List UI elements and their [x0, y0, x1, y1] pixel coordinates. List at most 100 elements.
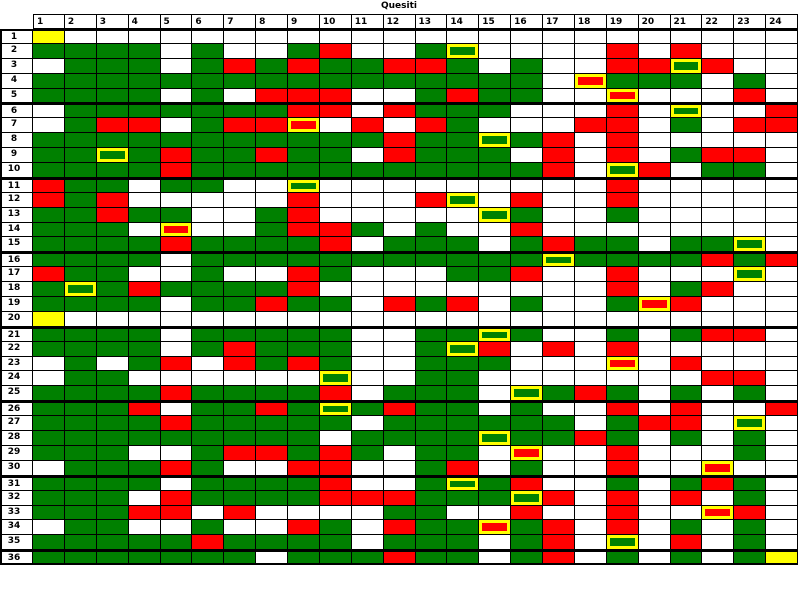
result-cell — [766, 520, 798, 536]
result-cell — [543, 282, 575, 298]
result-cell — [192, 550, 225, 566]
result-cell — [319, 341, 352, 357]
result-cell — [543, 267, 575, 283]
result-cell — [192, 163, 225, 178]
result-cell — [543, 550, 575, 566]
result-cell — [192, 133, 225, 149]
result-cell — [543, 386, 575, 402]
result-cell — [128, 73, 161, 89]
result-cell — [64, 267, 97, 283]
result-cell — [479, 371, 512, 387]
result-cell — [96, 371, 129, 387]
result-cell — [351, 475, 384, 491]
result-cell — [702, 73, 735, 89]
result-cell — [319, 460, 352, 476]
result-cell — [766, 460, 798, 476]
result-cell — [288, 192, 320, 208]
result-cell — [670, 445, 703, 461]
result-cell — [288, 520, 320, 536]
result-cell — [543, 326, 575, 342]
result-cell — [351, 163, 384, 178]
result-cell — [415, 535, 448, 551]
result-cell — [33, 386, 65, 402]
result-cell — [64, 386, 97, 402]
result-cell — [192, 192, 225, 208]
row-header: 27 — [0, 416, 33, 432]
result-cell — [64, 88, 97, 104]
result-cell — [606, 401, 639, 417]
result-cell — [702, 490, 735, 506]
result-cell — [160, 177, 193, 193]
result-cell — [606, 326, 639, 342]
result-cell — [479, 520, 512, 536]
result-cell — [256, 386, 288, 402]
result-cell — [543, 163, 575, 178]
result-cell — [319, 148, 352, 164]
row-header: 14 — [0, 222, 33, 238]
result-cell — [160, 401, 193, 417]
result-cell — [734, 505, 767, 521]
row-header: 4 — [0, 73, 33, 89]
result-cell — [606, 163, 639, 178]
result-cell — [383, 460, 416, 476]
result-cell — [670, 252, 703, 268]
result-cell — [766, 401, 798, 417]
result-cell — [606, 222, 639, 238]
result-cell — [574, 505, 607, 521]
result-cell — [224, 133, 257, 149]
result-cell — [638, 163, 671, 178]
result-cell — [192, 118, 225, 134]
result-cell — [766, 431, 798, 446]
result-cell — [574, 490, 607, 506]
result-cell — [670, 475, 703, 491]
result-cell — [638, 148, 671, 164]
result-cell — [351, 386, 384, 402]
result-cell — [415, 43, 448, 59]
result-cell — [128, 475, 161, 491]
result-cell — [351, 356, 384, 372]
result-cell — [734, 341, 767, 357]
row-header: 28 — [0, 431, 33, 446]
result-cell — [415, 29, 448, 44]
result-cell — [447, 133, 480, 149]
result-cell — [64, 58, 97, 74]
result-cell — [543, 222, 575, 238]
result-cell — [351, 103, 384, 119]
result-cell — [670, 505, 703, 521]
result-cell — [734, 237, 767, 253]
result-cell — [288, 73, 320, 89]
result-cell — [606, 505, 639, 521]
row-header: 36 — [0, 550, 33, 566]
result-cell — [128, 133, 161, 149]
result-cell — [574, 118, 607, 134]
result-cell — [128, 550, 161, 566]
result-cell — [479, 222, 512, 238]
result-cell — [128, 88, 161, 104]
result-cell — [256, 475, 288, 491]
result-cell — [256, 252, 288, 268]
result-cell — [128, 356, 161, 372]
result-cell — [96, 326, 129, 342]
result-cell — [64, 341, 97, 357]
result-cell — [638, 505, 671, 521]
result-cell — [128, 118, 161, 134]
result-cell — [288, 237, 320, 253]
result-cell — [543, 505, 575, 521]
result-cell — [96, 460, 129, 476]
result-cell — [447, 29, 480, 44]
result-cell — [383, 505, 416, 521]
result-cell — [734, 416, 767, 432]
result-cell — [415, 297, 448, 312]
result-cell — [288, 431, 320, 446]
result-cell — [224, 505, 257, 521]
result-cell — [288, 445, 320, 461]
result-cell — [192, 148, 225, 164]
result-cell — [670, 416, 703, 432]
result-cell — [638, 282, 671, 298]
result-cell — [256, 237, 288, 253]
row-header: 3 — [0, 58, 33, 74]
result-cell — [224, 43, 257, 59]
result-cell — [702, 371, 735, 387]
result-cell — [319, 252, 352, 268]
row-header: 16 — [0, 252, 33, 268]
